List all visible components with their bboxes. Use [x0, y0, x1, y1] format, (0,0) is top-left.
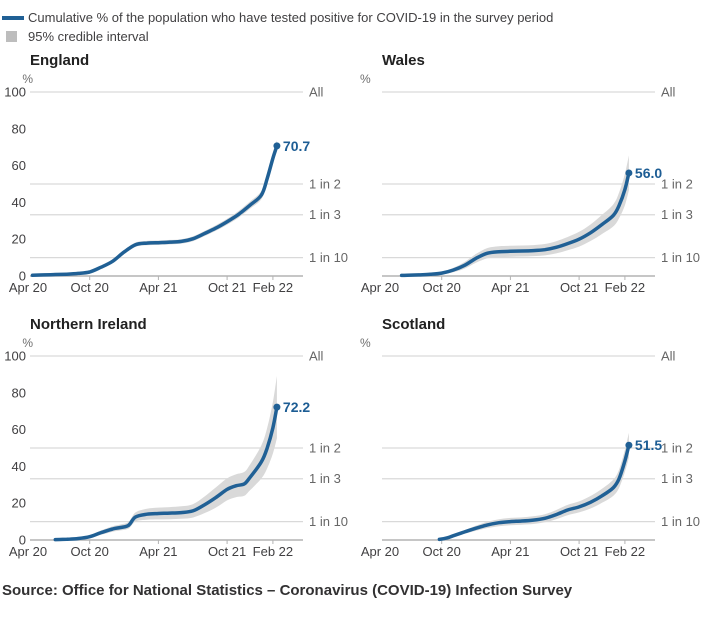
line-swatch-icon [2, 15, 24, 20]
y-tick-label: 20 [12, 232, 26, 247]
ratio-label: 1 in 10 [309, 250, 348, 265]
x-tick-label: Apr 21 [491, 544, 529, 559]
cumulative-line [399, 171, 631, 278]
end-value-label: 70.7 [283, 138, 310, 154]
wales-chart: All 1 in 2 1 in 3 1 in 10% Apr 20 Oct 20 Apr 2… [360, 72, 700, 295]
chart-legend: Cumulative % of the population who have … [2, 8, 705, 46]
x-tick-label: Feb 22 [253, 280, 293, 295]
panel-title-northern-ireland: Northern Ireland [30, 316, 147, 333]
x-tick-label: Apr 21 [139, 280, 177, 295]
band-swatch-icon [6, 31, 17, 42]
ratio-label: 1 in 3 [661, 471, 693, 486]
panel-title-england: England [30, 52, 90, 69]
y-tick-label: 80 [12, 121, 26, 136]
plot-area: All 1 in 2 1 in 3 1 in 10% Apr 20 Oct 20 Apr 2… [360, 72, 700, 295]
credible-interval-band [401, 155, 629, 276]
end-point-marker [625, 169, 633, 177]
x-tick-label: Apr 21 [491, 280, 529, 295]
cumulative-line [437, 443, 631, 542]
ratio-label: 1 in 10 [309, 514, 348, 529]
panel-scotland: Scotland All 1 in 2 1 in 3 1 in 10% Apr 20 Oc… [352, 314, 705, 568]
ratio-label: All [309, 85, 324, 100]
y-unit-label: % [22, 72, 33, 86]
northern-ireland-chart: All 1 in 2 1 in 3 1 in 10 0 20 40 60 80 100% Apr 2… [4, 336, 348, 559]
x-tick-label: Apr 20 [361, 544, 399, 559]
end-point-marker [273, 142, 281, 150]
ratio-label: 1 in 2 [661, 177, 693, 192]
x-tick-label: Oct 21 [208, 280, 246, 295]
legend-item-line: Cumulative % of the population who have … [2, 8, 705, 27]
y-unit-label: % [22, 336, 33, 350]
x-tick-label: Oct 21 [560, 280, 598, 295]
y-unit-label: % [360, 72, 371, 86]
y-tick-label: 80 [12, 385, 26, 400]
credible-interval-band [32, 140, 277, 276]
x-tick-label: Oct 21 [560, 544, 598, 559]
x-tick-label: Oct 20 [71, 280, 109, 295]
x-tick-label: Apr 20 [361, 280, 399, 295]
cumulative-line [53, 405, 279, 542]
x-tick-label: Oct 20 [71, 544, 109, 559]
panel-title-wales: Wales [382, 52, 425, 69]
panel-wales: Wales All 1 in 2 1 in 3 1 in 10% Apr 20 Oct 2… [352, 50, 705, 304]
ratio-label: 1 in 3 [661, 207, 693, 222]
y-unit-label: % [360, 336, 371, 350]
ratio-label: 1 in 2 [309, 441, 341, 456]
legend-band-label: 95% credible interval [28, 29, 149, 44]
end-value-label: 72.2 [283, 399, 310, 415]
ratio-label: 1 in 2 [309, 177, 341, 192]
y-tick-label: 100 [4, 349, 26, 364]
ratio-label: 1 in 3 [309, 471, 341, 486]
small-multiples-grid: England All 1 in 2 1 in 3 1 in 10 0 20 40 60 80 1… [0, 50, 705, 568]
x-tick-label: Oct 21 [208, 544, 246, 559]
ratio-label: All [309, 349, 324, 364]
ratio-label: 1 in 10 [661, 250, 700, 265]
y-tick-label: 0 [19, 269, 26, 284]
panel-title-scotland: Scotland [382, 316, 446, 333]
legend-line-label: Cumulative % of the population who have … [28, 10, 554, 25]
y-tick-label: 40 [12, 459, 26, 474]
end-value-label: 51.5 [635, 437, 662, 453]
end-point-marker [625, 441, 633, 449]
plot-area: All 1 in 2 1 in 3 1 in 10% Apr 20 Oct 20 Apr 2… [360, 336, 700, 559]
y-tick-label: 0 [19, 533, 26, 548]
plot-area: All 1 in 2 1 in 3 1 in 10 0 20 40 60 80 100% Apr 2… [4, 336, 348, 559]
ratio-label: All [661, 85, 676, 100]
panel-england: England All 1 in 2 1 in 3 1 in 10 0 20 40 60 80 1… [0, 50, 352, 304]
plot-area: All 1 in 2 1 in 3 1 in 10 0 20 40 60 80 100% Apr 2… [4, 72, 348, 295]
x-tick-label: Feb 22 [605, 544, 645, 559]
ratio-label: All [661, 349, 676, 364]
ratio-label: 1 in 10 [661, 514, 700, 529]
x-tick-label: Feb 22 [253, 544, 293, 559]
end-point-marker [273, 403, 281, 411]
x-tick-label: Apr 21 [139, 544, 177, 559]
x-tick-label: Feb 22 [605, 280, 645, 295]
scotland-chart: All 1 in 2 1 in 3 1 in 10% Apr 20 Oct 20 Apr 2… [360, 336, 700, 559]
x-tick-label: Oct 20 [423, 544, 461, 559]
credible-interval-band [439, 432, 629, 540]
x-tick-label: Apr 20 [9, 544, 47, 559]
y-tick-label: 20 [12, 496, 26, 511]
legend-item-band: 95% credible interval [2, 27, 705, 46]
cumulative-line [30, 144, 279, 278]
panel-northern-ireland: Northern Ireland All 1 in 2 1 in 3 1 in 10 0… [0, 314, 352, 568]
ratio-label: 1 in 2 [661, 441, 693, 456]
y-tick-label: 100 [4, 85, 26, 100]
x-tick-label: Apr 20 [9, 280, 47, 295]
legend-line-swatch [2, 15, 28, 20]
x-tick-label: Oct 20 [423, 280, 461, 295]
ratio-label: 1 in 3 [309, 207, 341, 222]
y-tick-label: 60 [12, 158, 26, 173]
end-value-label: 56.0 [635, 165, 662, 181]
source-note: Source: Office for National Statistics –… [2, 582, 573, 599]
legend-band-swatch [2, 31, 28, 42]
y-tick-label: 60 [12, 422, 26, 437]
credible-interval-band [55, 375, 277, 540]
y-tick-label: 40 [12, 195, 26, 210]
england-chart: All 1 in 2 1 in 3 1 in 10 0 20 40 60 80 100% Apr 2… [4, 72, 348, 295]
